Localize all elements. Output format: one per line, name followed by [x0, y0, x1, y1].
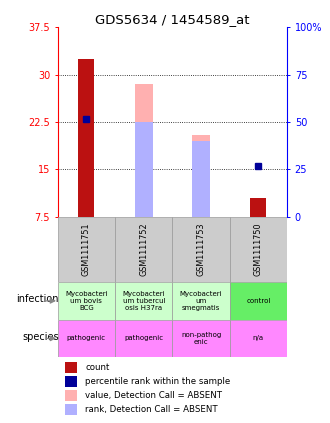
Bar — [250, 198, 266, 217]
Text: count: count — [85, 363, 110, 372]
Bar — [65, 390, 77, 401]
Bar — [79, 59, 94, 217]
Bar — [58, 320, 115, 357]
Text: Mycobacteri
um
smegmatis: Mycobacteri um smegmatis — [180, 291, 222, 311]
Bar — [135, 84, 153, 217]
Text: control: control — [246, 298, 271, 304]
Bar — [173, 217, 230, 282]
Bar — [65, 362, 77, 374]
Text: infection: infection — [16, 294, 59, 304]
Text: non-pathog
enic: non-pathog enic — [181, 332, 221, 345]
Text: percentile rank within the sample: percentile rank within the sample — [85, 377, 231, 386]
Text: GSM1111750: GSM1111750 — [254, 222, 263, 276]
Text: GSM1111751: GSM1111751 — [82, 222, 91, 276]
Bar — [65, 404, 77, 415]
Text: GSM1111753: GSM1111753 — [197, 222, 206, 276]
Bar — [192, 141, 210, 217]
Bar — [65, 376, 77, 387]
Bar — [173, 282, 230, 320]
Bar — [58, 282, 115, 320]
Bar — [115, 282, 173, 320]
Text: pathogenic: pathogenic — [67, 335, 106, 341]
Text: GSM1111752: GSM1111752 — [139, 222, 148, 276]
Bar — [230, 320, 287, 357]
Bar — [135, 122, 153, 217]
Text: rank, Detection Call = ABSENT: rank, Detection Call = ABSENT — [85, 405, 218, 414]
Bar — [192, 135, 210, 217]
Bar — [115, 217, 173, 282]
Bar — [173, 320, 230, 357]
Bar — [230, 217, 287, 282]
Title: GDS5634 / 1454589_at: GDS5634 / 1454589_at — [95, 14, 250, 26]
Bar — [230, 282, 287, 320]
Text: n/a: n/a — [253, 335, 264, 341]
Bar — [58, 217, 115, 282]
Bar — [115, 320, 173, 357]
Text: value, Detection Call = ABSENT: value, Detection Call = ABSENT — [85, 391, 222, 400]
Text: pathogenic: pathogenic — [124, 335, 163, 341]
Text: Mycobacteri
um tubercul
osis H37ra: Mycobacteri um tubercul osis H37ra — [122, 291, 165, 311]
Text: Mycobacteri
um bovis
BCG: Mycobacteri um bovis BCG — [65, 291, 108, 311]
Text: species: species — [22, 332, 59, 341]
